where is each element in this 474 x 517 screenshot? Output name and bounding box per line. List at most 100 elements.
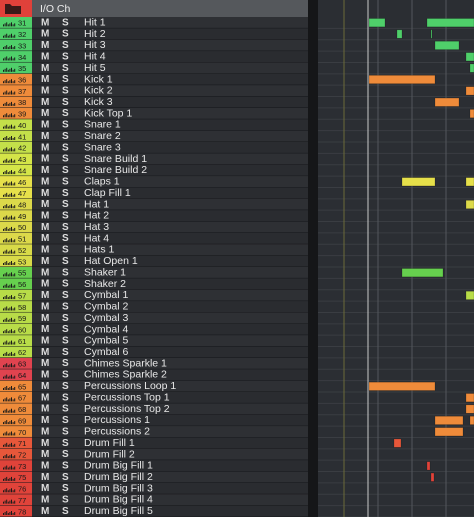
mute-button[interactable]: M [41, 245, 49, 256]
mute-button[interactable]: M [41, 358, 49, 369]
clip[interactable] [368, 18, 386, 28]
mute-button[interactable]: M [41, 279, 49, 290]
mute-button[interactable]: M [41, 381, 49, 392]
mute-button[interactable]: M [41, 97, 49, 108]
mute-button[interactable]: M [41, 370, 49, 381]
solo-button[interactable]: S [62, 245, 69, 256]
solo-button[interactable]: S [62, 222, 69, 233]
solo-button[interactable]: S [62, 63, 69, 74]
mute-button[interactable]: M [41, 324, 49, 335]
solo-button[interactable]: S [62, 279, 69, 290]
solo-button[interactable]: S [62, 404, 69, 415]
clip[interactable] [469, 63, 474, 73]
mute-button[interactable]: M [41, 176, 49, 187]
mute-button[interactable]: M [41, 404, 49, 415]
mute-button[interactable]: M [41, 461, 49, 472]
clip[interactable] [469, 415, 474, 425]
mute-button[interactable]: M [41, 506, 49, 517]
solo-button[interactable]: S [62, 483, 69, 494]
mute-button[interactable]: M [41, 108, 49, 119]
solo-button[interactable]: S [62, 358, 69, 369]
mute-button[interactable]: M [41, 40, 49, 51]
solo-button[interactable]: S [62, 472, 69, 483]
solo-button[interactable]: S [62, 267, 69, 278]
clip[interactable] [434, 97, 460, 107]
mute-button[interactable]: M [41, 142, 49, 153]
solo-button[interactable]: S [62, 97, 69, 108]
mute-button[interactable]: M [41, 17, 49, 28]
solo-button[interactable]: S [62, 131, 69, 142]
clip[interactable] [430, 29, 433, 39]
mute-button[interactable]: M [41, 131, 49, 142]
mute-button[interactable]: M [41, 86, 49, 97]
mute-button[interactable]: M [41, 188, 49, 199]
clip[interactable] [465, 86, 474, 96]
solo-button[interactable]: S [62, 461, 69, 472]
mute-button[interactable]: M [41, 199, 49, 210]
solo-button[interactable]: S [62, 51, 69, 62]
solo-button[interactable]: S [62, 506, 69, 517]
clip[interactable] [465, 393, 474, 403]
mute-button[interactable]: M [41, 267, 49, 278]
solo-button[interactable]: S [62, 188, 69, 199]
solo-button[interactable]: S [62, 108, 69, 119]
clip[interactable] [430, 472, 435, 482]
solo-button[interactable]: S [62, 120, 69, 131]
clip[interactable] [368, 75, 436, 84]
solo-button[interactable]: S [62, 86, 69, 97]
mute-button[interactable]: M [41, 290, 49, 301]
clip[interactable] [426, 461, 431, 471]
mute-button[interactable]: M [41, 233, 49, 244]
clip[interactable] [465, 404, 474, 414]
solo-button[interactable]: S [62, 165, 69, 176]
solo-button[interactable]: S [62, 415, 69, 426]
mute-button[interactable]: M [41, 301, 49, 312]
clip[interactable] [465, 290, 474, 300]
solo-button[interactable]: S [62, 29, 69, 40]
solo-button[interactable]: S [62, 449, 69, 460]
clip[interactable] [401, 268, 444, 278]
mute-button[interactable]: M [41, 415, 49, 426]
solo-button[interactable]: S [62, 336, 69, 347]
solo-button[interactable]: S [62, 495, 69, 506]
clip[interactable] [368, 381, 436, 391]
solo-button[interactable]: S [62, 381, 69, 392]
clip[interactable] [434, 40, 460, 50]
clip[interactable] [401, 177, 436, 187]
mute-button[interactable]: M [41, 313, 49, 324]
mute-button[interactable]: M [41, 256, 49, 267]
solo-button[interactable]: S [62, 392, 69, 403]
clip[interactable] [434, 427, 464, 437]
mute-button[interactable]: M [41, 120, 49, 131]
mute-button[interactable]: M [41, 438, 49, 449]
solo-button[interactable]: S [62, 176, 69, 187]
clip[interactable] [396, 29, 403, 39]
solo-button[interactable]: S [62, 211, 69, 222]
mute-button[interactable]: M [41, 495, 49, 506]
solo-button[interactable]: S [62, 290, 69, 301]
clip[interactable] [465, 177, 474, 187]
mute-button[interactable]: M [41, 154, 49, 165]
solo-button[interactable]: S [62, 313, 69, 324]
mute-button[interactable]: M [41, 449, 49, 460]
splitter[interactable] [308, 0, 318, 517]
mute-button[interactable]: M [41, 211, 49, 222]
mute-button[interactable]: M [41, 51, 49, 62]
solo-button[interactable]: S [62, 17, 69, 28]
solo-button[interactable]: S [62, 324, 69, 335]
mute-button[interactable]: M [41, 483, 49, 494]
clip[interactable] [465, 200, 474, 209]
solo-button[interactable]: S [62, 40, 69, 51]
clip[interactable] [465, 52, 474, 62]
clip[interactable] [393, 438, 402, 448]
mute-button[interactable]: M [41, 426, 49, 437]
solo-button[interactable]: S [62, 233, 69, 244]
mute-button[interactable]: M [41, 165, 49, 176]
solo-button[interactable]: S [62, 438, 69, 449]
mute-button[interactable]: M [41, 222, 49, 233]
mute-button[interactable]: M [41, 336, 49, 347]
mute-button[interactable]: M [41, 74, 49, 85]
solo-button[interactable]: S [62, 154, 69, 165]
solo-button[interactable]: S [62, 347, 69, 358]
mute-button[interactable]: M [41, 63, 49, 74]
